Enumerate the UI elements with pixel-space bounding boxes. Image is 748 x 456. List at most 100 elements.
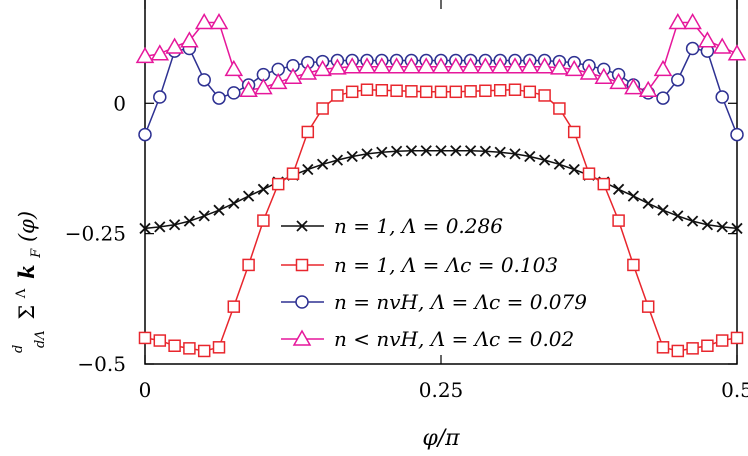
data-point <box>461 57 480 74</box>
data-point <box>168 219 181 231</box>
svg-text:d dΛ Σ Λ: d dΛ Σ Λ k F (φ) <box>3 211 49 353</box>
data-point <box>612 214 625 227</box>
legend-marker-0 <box>296 220 308 232</box>
data-point <box>538 154 551 166</box>
data-point <box>239 80 258 97</box>
data-point <box>657 204 669 216</box>
data-point <box>671 73 685 87</box>
y-axis-label-fraction-den: dΛ <box>33 330 48 348</box>
series-markers <box>135 12 747 358</box>
data-point <box>446 57 466 74</box>
data-point <box>212 91 226 105</box>
data-point <box>138 331 152 345</box>
data-point <box>197 344 211 358</box>
data-point <box>686 342 699 355</box>
data-point <box>139 222 151 235</box>
data-point <box>286 167 300 180</box>
data-point <box>180 31 199 48</box>
data-point <box>405 85 418 98</box>
data-point <box>523 85 537 99</box>
y-axis-label-sigma: Σ <box>15 305 39 320</box>
data-point <box>357 57 377 74</box>
data-point <box>346 150 358 163</box>
data-point <box>731 222 743 235</box>
data-point <box>479 145 492 157</box>
data-point <box>490 57 510 74</box>
data-point <box>685 41 700 56</box>
data-point <box>271 177 285 191</box>
data-point <box>609 72 628 90</box>
data-point <box>653 59 673 77</box>
data-point <box>434 85 448 99</box>
legend-marker-3 <box>292 329 312 346</box>
data-point <box>642 197 654 210</box>
tick-labels: 0 0.25 0.5 0 −0.25 −0.5 <box>65 91 748 402</box>
data-point <box>268 72 288 90</box>
data-point <box>138 127 152 142</box>
y-axis-label-arg: (φ) <box>15 211 39 242</box>
data-point <box>520 57 540 74</box>
data-point <box>535 57 554 74</box>
y-axis-label-fraction-num: d <box>11 345 26 353</box>
y-tick-label: −0.5 <box>77 352 126 376</box>
data-point <box>582 167 596 180</box>
legend-label: n < nvH, Λ = Λc = 0.02 <box>334 327 574 351</box>
data-point <box>390 84 403 98</box>
data-point <box>431 57 451 74</box>
data-point <box>153 334 167 347</box>
data-point <box>627 258 640 272</box>
data-point <box>209 12 229 30</box>
data-point <box>479 84 492 98</box>
data-point <box>150 44 170 61</box>
data-point <box>494 146 506 158</box>
data-point <box>505 57 525 74</box>
data-point <box>597 177 611 191</box>
data-point <box>283 67 303 84</box>
data-point <box>624 78 643 95</box>
data-point <box>165 37 184 54</box>
legend-marker-2 <box>295 295 309 309</box>
y-axis-label-sub: F <box>29 248 44 259</box>
legend-label: n = 1, Λ = Λc = 0.103 <box>334 253 558 277</box>
data-point <box>627 190 640 202</box>
y-tick-label: −0.25 <box>65 222 126 246</box>
data-point <box>564 59 584 77</box>
data-point <box>716 221 728 233</box>
data-point <box>715 90 729 104</box>
data-point <box>345 85 359 99</box>
data-point <box>730 331 744 345</box>
data-point <box>476 57 495 74</box>
data-point <box>360 83 374 96</box>
data-point <box>301 125 315 139</box>
data-point <box>331 154 344 166</box>
data-point <box>168 339 181 352</box>
data-point <box>228 197 240 210</box>
x-tick-label: 0.5 <box>721 378 748 402</box>
data-point <box>672 210 684 222</box>
data-point <box>668 12 688 30</box>
y-axis-label-sup: Λ <box>14 288 29 299</box>
x-tick-label: 0.25 <box>419 378 464 402</box>
legend-marker-1 <box>295 258 309 272</box>
x-tick-label: 0 <box>139 378 152 402</box>
data-point <box>316 158 329 170</box>
data-point <box>402 57 421 74</box>
y-axis-label: d dΛ Σ Λ k F (φ) <box>3 211 49 353</box>
data-point <box>579 63 599 80</box>
y-axis-label-k: k <box>14 264 39 279</box>
legend: n = 1, Λ = 0.286 n = 1, Λ = Λc = 0.103 n =… <box>281 214 587 351</box>
data-point <box>450 145 462 157</box>
data-point <box>153 90 167 104</box>
data-point <box>197 73 211 87</box>
data-point <box>257 214 270 227</box>
data-point <box>154 221 166 233</box>
data-point <box>361 148 373 160</box>
data-point <box>638 80 658 97</box>
data-point <box>194 12 214 30</box>
data-point <box>701 219 714 231</box>
data-point <box>183 342 196 355</box>
data-point <box>298 63 318 80</box>
data-point <box>671 344 685 358</box>
data-point <box>730 127 744 142</box>
data-point <box>242 258 255 272</box>
